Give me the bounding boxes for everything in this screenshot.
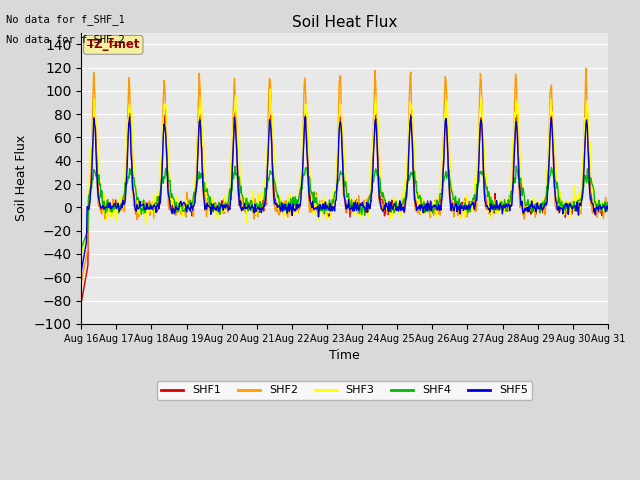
SHF2: [141, 199, 149, 204]
Text: TZ_fmet: TZ_fmet: [86, 38, 140, 51]
SHF4: [424, 209, 431, 215]
SHF3: [195, 120, 202, 125]
Line: SHF5: SHF5: [81, 116, 608, 271]
SHF2: [582, 65, 589, 71]
SHF3: [409, 120, 417, 125]
SHF5: [424, 201, 432, 206]
SHF5: [604, 206, 612, 212]
Line: SHF4: SHF4: [81, 166, 608, 248]
SHF2: [223, 200, 230, 205]
SHF3: [77, 251, 85, 257]
SHF2: [604, 204, 612, 210]
SHF5: [195, 136, 202, 142]
SHF2: [424, 205, 431, 211]
Legend: SHF1, SHF2, SHF3, SHF4, SHF5: SHF1, SHF2, SHF3, SHF4, SHF5: [157, 381, 532, 400]
SHF1: [424, 206, 432, 212]
SHF5: [409, 164, 417, 170]
Title: Soil Heat Flux: Soil Heat Flux: [292, 15, 397, 30]
Y-axis label: Soil Heat Flux: Soil Heat Flux: [15, 135, 28, 221]
SHF5: [301, 113, 309, 119]
Line: SHF1: SHF1: [81, 113, 608, 303]
SHF2: [87, 183, 95, 189]
SHF1: [77, 300, 85, 306]
SHF3: [87, 145, 95, 151]
SHF2: [195, 97, 202, 103]
SHF3: [223, 203, 230, 209]
SHF2: [77, 280, 85, 286]
SHF1: [230, 110, 238, 116]
Line: SHF3: SHF3: [81, 89, 608, 254]
SHF1: [87, 182, 95, 188]
SHF5: [223, 202, 230, 207]
SHF4: [77, 245, 85, 251]
SHF1: [141, 203, 149, 209]
SHF5: [77, 268, 85, 274]
SHF4: [195, 176, 202, 181]
SHF3: [141, 210, 149, 216]
SHF3: [266, 86, 274, 92]
Text: No data for f_SHF_1: No data for f_SHF_1: [6, 14, 125, 25]
SHF3: [424, 203, 432, 208]
SHF4: [513, 163, 520, 169]
SHF4: [223, 204, 230, 209]
SHF1: [409, 159, 417, 165]
SHF4: [141, 210, 149, 216]
SHF3: [604, 213, 612, 219]
SHF4: [87, 184, 95, 190]
SHF4: [604, 208, 612, 214]
SHF4: [408, 171, 416, 177]
SHF1: [223, 202, 230, 207]
Text: No data for f_SHF_2: No data for f_SHF_2: [6, 34, 125, 45]
SHF2: [408, 137, 416, 143]
Line: SHF2: SHF2: [81, 68, 608, 283]
SHF1: [604, 205, 612, 211]
SHF5: [87, 185, 95, 191]
SHF5: [141, 205, 149, 211]
SHF1: [195, 131, 202, 137]
X-axis label: Time: Time: [329, 349, 360, 362]
